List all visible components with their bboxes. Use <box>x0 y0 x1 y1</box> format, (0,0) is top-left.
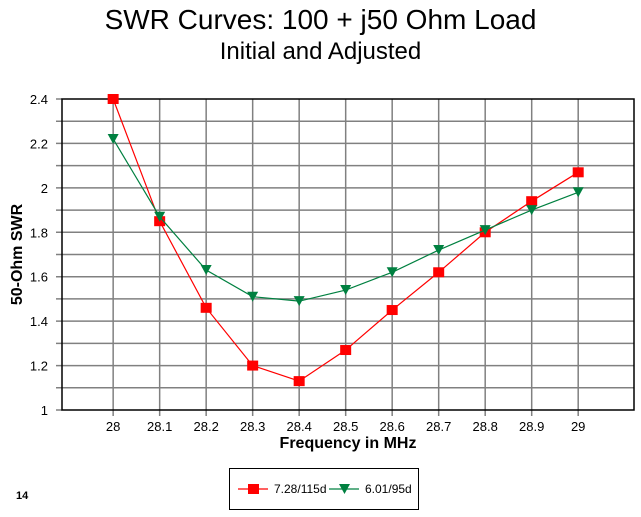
data-point-square <box>572 167 584 178</box>
chart-title: SWR Curves: 100 + j50 Ohm Load <box>104 4 537 35</box>
data-point-square <box>293 376 305 387</box>
data-point-triangle <box>386 267 398 278</box>
data-point-triangle <box>247 291 259 302</box>
series-layer <box>107 94 584 387</box>
page-number: 14 <box>16 490 29 502</box>
plot-frame <box>61 98 635 411</box>
legend-swatch-square-icon <box>238 484 268 494</box>
data-point-triangle <box>200 265 212 276</box>
y-tick-label: 1.4 <box>30 314 48 329</box>
y-tick-label: 1.8 <box>30 225 48 240</box>
x-tick-label: 28.9 <box>519 419 544 434</box>
y-tick-label: 1 <box>41 403 48 418</box>
data-point-square <box>247 360 259 371</box>
data-point-triangle <box>340 285 352 296</box>
data-point-square <box>526 196 538 207</box>
data-point-triangle <box>526 205 538 216</box>
legend-swatch-triangle-icon <box>329 484 359 494</box>
x-tick-label: 28.6 <box>380 419 405 434</box>
data-point-triangle <box>572 187 584 198</box>
data-point-square <box>340 345 352 356</box>
y-tick-label: 2.2 <box>30 136 48 151</box>
data-point-square <box>200 302 212 313</box>
data-point-triangle <box>479 225 491 236</box>
y-tick-label: 1.2 <box>30 359 48 374</box>
x-tick-label: 28.7 <box>426 419 451 434</box>
data-point-square <box>386 305 398 316</box>
legend: 7.28/115d 6.01/95d <box>229 468 419 510</box>
legend-label: 6.01/95d <box>365 482 412 496</box>
y-tick-label: 2.4 <box>30 92 48 107</box>
y-tick-label: 2 <box>41 181 48 196</box>
x-tick-label: 28.3 <box>240 419 265 434</box>
y-tick-label: 1.6 <box>30 270 48 285</box>
x-tick-label: 28.8 <box>473 419 498 434</box>
data-point-triangle <box>293 296 305 307</box>
data-point-square <box>107 94 119 104</box>
ticks: 1 1.2 1.4 1.6 1.8 2 2.2 2.4 28 28.1 28.2 28.3 28.4 28… <box>30 92 586 434</box>
x-tick-label: 28.1 <box>147 419 172 434</box>
y-axis-title: 50-Ohm SWR <box>9 203 26 305</box>
data-point-square <box>433 267 445 278</box>
data-point-triangle <box>107 133 119 144</box>
x-tick-label: 29 <box>571 419 585 434</box>
data-point-triangle <box>433 245 445 256</box>
grid <box>56 98 634 416</box>
x-tick-label: 28.5 <box>333 419 358 434</box>
legend-label: 7.28/115d <box>274 482 327 496</box>
x-tick-label: 28.4 <box>287 419 312 434</box>
x-tick-label: 28 <box>106 419 120 434</box>
data-point-triangle <box>154 211 166 222</box>
x-axis-title: Frequency in MHz <box>280 435 417 452</box>
x-tick-label: 28.2 <box>194 419 219 434</box>
chart-subtitle: Initial and Adjusted <box>219 38 422 65</box>
